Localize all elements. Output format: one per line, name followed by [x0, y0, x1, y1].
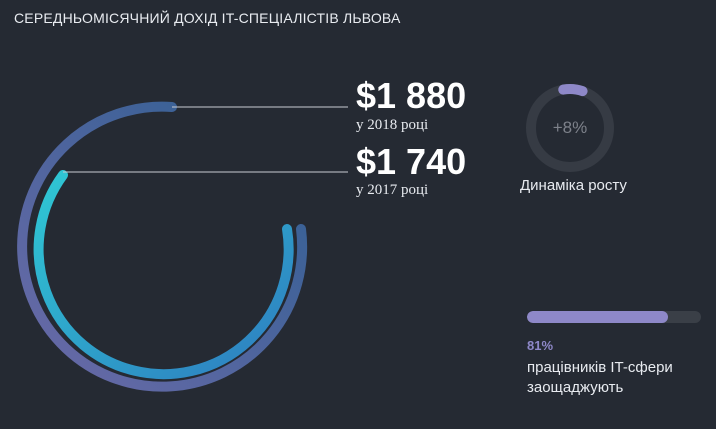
growth-arc — [526, 84, 614, 172]
income-2017-value: $1 740 — [356, 141, 467, 182]
growth-caption: Динаміка росту — [520, 177, 627, 194]
savings-progress-fill — [527, 311, 668, 323]
income-2017-caption: у 2017 році — [356, 182, 429, 198]
savings-text: працівників IT-сфери заощаджують — [527, 359, 673, 396]
ring-2017 — [33, 170, 294, 380]
page-title: СЕРЕДНЬОМІСЯЧНИЙ ДОХІД IT-СПЕЦІАЛІСТІВ Л… — [14, 10, 401, 26]
growth-donut: +8% — [520, 80, 620, 180]
ring-2018 — [17, 101, 308, 392]
savings-percent: 81% — [527, 338, 554, 353]
income-2018-value: $1 880 — [356, 75, 467, 116]
growth-value: +8% — [552, 118, 588, 137]
income-2018-caption: у 2018 році — [356, 117, 429, 133]
growth-donut-svg — [526, 84, 614, 172]
savings-progress-bar — [527, 311, 701, 323]
